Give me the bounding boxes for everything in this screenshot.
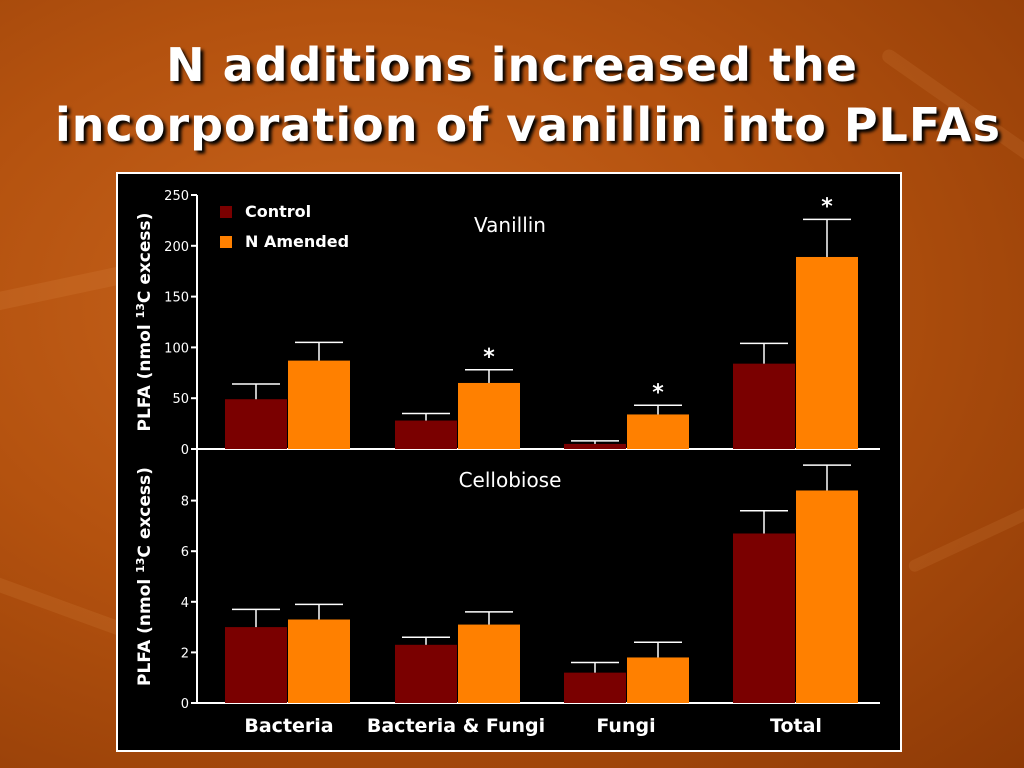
y-tick-label: 6 bbox=[181, 545, 189, 560]
y-tick-label: 100 bbox=[164, 341, 189, 356]
y-tick-label: 150 bbox=[164, 291, 189, 306]
legend-swatch bbox=[220, 236, 232, 248]
legend-label: N Amended bbox=[245, 232, 349, 251]
chart-svg: 0 50 100 150 200 250 * * * Vanillin PLFA (nmol 13C… bbox=[134, 189, 880, 737]
y-axis-label: PLFA (nmol 13C excess) bbox=[134, 213, 156, 432]
y-tick-label: 8 bbox=[181, 495, 189, 510]
y-tick-label: 0 bbox=[181, 697, 189, 712]
legend-label: Control bbox=[245, 202, 311, 221]
slide-title-line-1: N additions increased the bbox=[166, 38, 858, 92]
bar-n-amended bbox=[627, 657, 689, 703]
bar-control bbox=[564, 672, 626, 703]
bar-n-amended bbox=[627, 414, 689, 449]
panel-title: Cellobiose bbox=[459, 468, 562, 492]
bar-control bbox=[395, 420, 457, 449]
y-tick-label: 2 bbox=[181, 646, 189, 661]
background-streak bbox=[906, 478, 1024, 574]
y-tick-label: 4 bbox=[181, 596, 189, 611]
bar-control bbox=[225, 399, 287, 449]
bar-n-amended bbox=[458, 624, 520, 703]
bar-control bbox=[225, 627, 287, 703]
bar-control bbox=[564, 443, 626, 449]
y-axis-label: PLFA (nmol 13C excess) bbox=[134, 467, 156, 686]
bar-control bbox=[733, 363, 795, 449]
x-tick-label: Fungi bbox=[596, 715, 655, 737]
x-tick-label: Total bbox=[770, 715, 822, 737]
x-tick-label: Bacteria & Fungi bbox=[367, 715, 545, 737]
bar-control bbox=[733, 533, 795, 703]
significance-marker: * bbox=[821, 194, 833, 219]
panel-title: Vanillin bbox=[474, 213, 546, 237]
x-tick-label: Bacteria bbox=[244, 715, 333, 737]
bar-n-amended bbox=[458, 382, 520, 449]
bar-n-amended bbox=[288, 619, 350, 703]
legend-swatch bbox=[220, 206, 232, 218]
bar-control bbox=[395, 644, 457, 703]
bar-n-amended bbox=[288, 360, 350, 449]
significance-marker: * bbox=[483, 345, 495, 370]
significance-marker: * bbox=[652, 380, 664, 405]
bar-n-amended bbox=[796, 256, 858, 449]
chart-panel: 0 50 100 150 200 250 * * * Vanillin PLFA (nmol 13C… bbox=[116, 172, 902, 752]
y-tick-label: 50 bbox=[172, 392, 189, 407]
y-tick-label: 250 bbox=[164, 189, 189, 204]
y-tick-label: 200 bbox=[164, 240, 189, 255]
y-tick-label: 0 bbox=[181, 443, 189, 458]
bar-n-amended bbox=[796, 490, 858, 703]
slide-title-line-2: incorporation of vanillin into PLFAs bbox=[55, 98, 1001, 152]
